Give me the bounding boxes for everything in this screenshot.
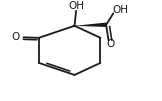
Polygon shape bbox=[75, 23, 106, 27]
Text: O: O bbox=[11, 32, 19, 42]
Text: O: O bbox=[106, 39, 114, 49]
Text: OH: OH bbox=[113, 5, 129, 15]
Text: OH: OH bbox=[68, 1, 84, 11]
